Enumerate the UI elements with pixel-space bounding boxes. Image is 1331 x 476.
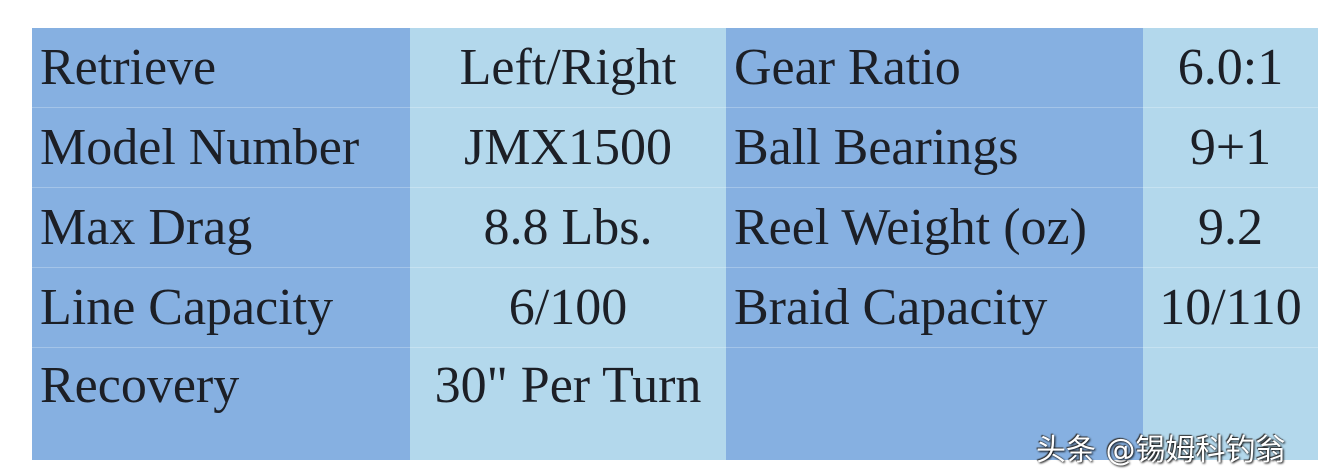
spec-value: 30" Per Turn bbox=[410, 347, 726, 460]
spec-label: Model Number bbox=[32, 107, 410, 188]
table-row: Recovery 30" Per Turn bbox=[32, 347, 1318, 460]
spec-label: Reel Weight (oz) bbox=[726, 187, 1143, 268]
spec-label: Ball Bearings bbox=[726, 107, 1143, 188]
spec-value: 10/110 bbox=[1143, 267, 1318, 348]
spec-value: JMX1500 bbox=[410, 107, 726, 188]
spec-value: Left/Right bbox=[410, 28, 726, 108]
spec-label bbox=[726, 347, 1143, 460]
spec-label: Max Drag bbox=[32, 187, 410, 268]
spec-value: 9.2 bbox=[1143, 187, 1318, 268]
table-row: Retrieve Left/Right Gear Ratio 6.0:1 bbox=[32, 28, 1318, 108]
spec-value: 8.8 Lbs. bbox=[410, 187, 726, 268]
spec-label: Retrieve bbox=[32, 28, 410, 108]
spec-label: Line Capacity bbox=[32, 267, 410, 348]
table-row: Line Capacity 6/100 Braid Capacity 10/110 bbox=[32, 267, 1318, 348]
spec-value: 9+1 bbox=[1143, 107, 1318, 188]
spec-value: 6/100 bbox=[410, 267, 726, 348]
table-row: Max Drag 8.8 Lbs. Reel Weight (oz) 9.2 bbox=[32, 187, 1318, 268]
spec-value bbox=[1143, 347, 1318, 460]
spec-value: 6.0:1 bbox=[1143, 28, 1318, 108]
spec-label: Gear Ratio bbox=[726, 28, 1143, 108]
spec-table: Retrieve Left/Right Gear Ratio 6.0:1 Model N… bbox=[32, 28, 1318, 460]
table-row: Model Number JMX1500 Ball Bearings 9+1 bbox=[32, 107, 1318, 188]
spec-label: Braid Capacity bbox=[726, 267, 1143, 348]
spec-label: Recovery bbox=[32, 347, 410, 460]
watermark: 头条 @锡姆科钓翁 bbox=[1036, 433, 1286, 468]
